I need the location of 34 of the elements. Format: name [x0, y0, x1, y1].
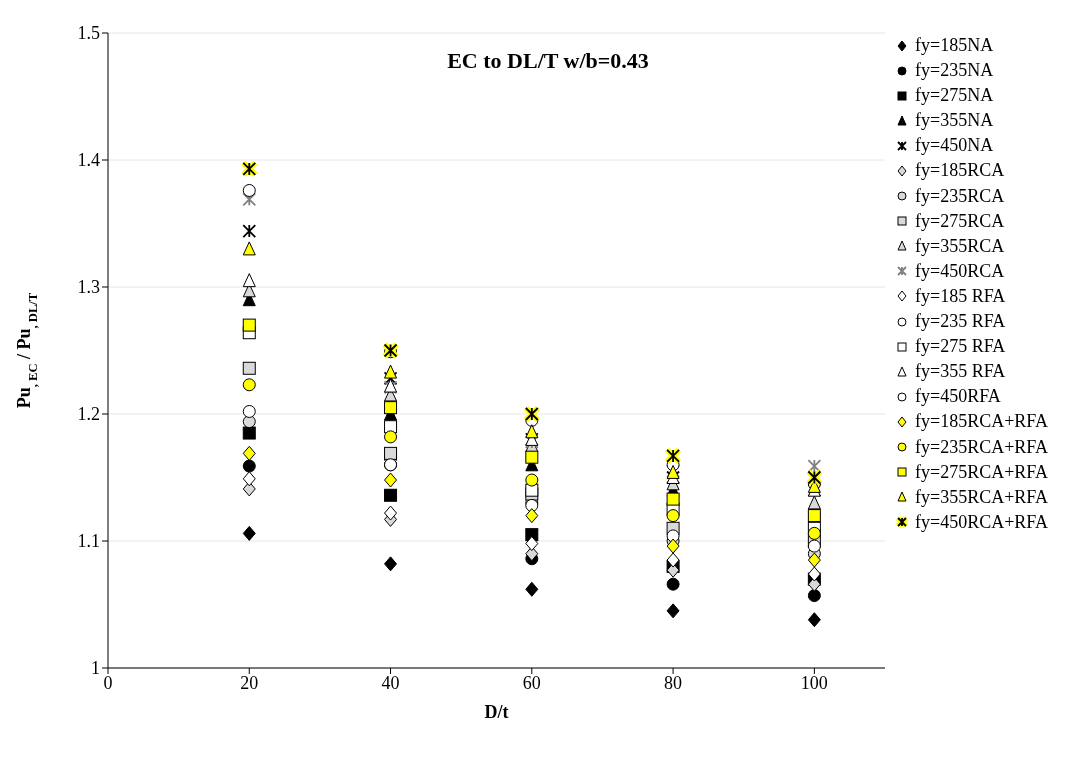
- x-tick-label: 0: [103, 672, 113, 693]
- legend-label: fy=235RCA+RFA: [915, 435, 1048, 459]
- legend-label: fy=355 RFA: [915, 360, 1006, 384]
- legend-label: fy=185RCA: [915, 159, 1005, 183]
- y-tick-label: 1.3: [77, 277, 100, 298]
- legend-label: fy=235NA: [915, 59, 994, 83]
- legend-label: fy=355NA: [915, 109, 994, 133]
- y-tick-label: 1.1: [77, 531, 100, 552]
- legend-label: fy=450RFA: [915, 385, 1001, 409]
- legend-label: fy=450NA: [915, 134, 994, 158]
- legend-label: fy=185RCA+RFA: [915, 410, 1048, 434]
- x-tick-label: 40: [381, 672, 400, 693]
- legend-label: fy=275RCA: [915, 209, 1005, 233]
- legend-label: fy=450RCA: [915, 259, 1005, 283]
- legend-label: fy=275RCA+RFA: [915, 460, 1048, 484]
- legend-label: fy=355RCA: [915, 234, 1005, 258]
- x-tick-label: 80: [664, 672, 683, 693]
- legend-label: fy=275 RFA: [915, 335, 1006, 359]
- legend-label: fy=185NA: [915, 34, 994, 57]
- legend-label: fy=275NA: [915, 84, 994, 108]
- text: EC to DL/T w/b=0.43: [446, 48, 650, 74]
- y-tick-label: 1.4: [77, 150, 100, 171]
- x-tick-label: 60: [522, 672, 541, 693]
- y-tick-label: 1.5: [77, 23, 100, 44]
- x-axis-title: D/t: [484, 702, 509, 722]
- y-tick-label: 1: [91, 658, 100, 679]
- legend-label: fy=235RCA: [915, 184, 1005, 208]
- x-tick-label: 100: [800, 672, 828, 693]
- legend-label: fy=235 RFA: [915, 310, 1006, 334]
- y-tick-label: 1.2: [77, 404, 100, 425]
- legend-label: fy=450RCA+RFA: [915, 510, 1048, 534]
- legend-label: fy=355RCA+RFA: [915, 485, 1048, 509]
- x-tick-label: 20: [240, 672, 259, 693]
- legend-label: fy=185 RFA: [915, 284, 1006, 308]
